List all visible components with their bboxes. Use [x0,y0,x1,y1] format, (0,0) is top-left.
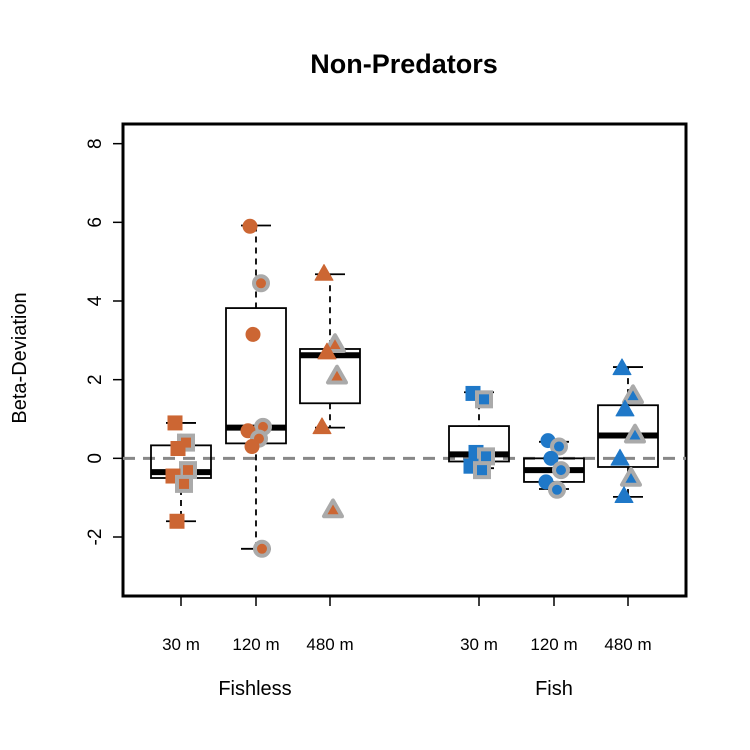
data-point-square [175,474,193,493]
chart-title: Non-Predators [310,49,498,79]
y-tick-label: 4 [85,295,106,306]
data-point-square [167,415,183,431]
x-tick-label: 30 m [162,635,200,654]
data-point-square [473,461,491,480]
y-tick-label: 0 [85,453,106,464]
x-tick-label: 30 m [460,635,498,654]
data-point-triangle [324,333,346,354]
data-point-circle [253,539,271,558]
y-tick-label: 6 [85,217,106,228]
data-point-circle [245,326,261,342]
data-point-triangle [620,467,642,487]
y-tick-label: -2 [85,529,106,546]
plot-area: -2 0 2 4 6 8 30 m 120 m 480 m 30 m 120 m 480 m [85,122,688,654]
data-point-triangle [326,364,348,385]
data-point-circle [548,480,566,499]
data-point-triangle [322,498,344,519]
data-point-circle [543,450,559,466]
y-tick-label: 2 [85,374,106,385]
x-tick-label: 120 m [232,635,279,654]
x-tick-label: 120 m [530,635,577,654]
data-point-triangle [612,358,632,376]
data-point-square [169,513,185,529]
data-point-circle [244,439,260,455]
data-point-triangle [312,417,332,435]
data-point-triangle [614,486,634,503]
data-point-circle [550,437,568,456]
y-tick-label: 8 [85,138,106,149]
data-point-triangle [622,384,644,405]
data-point-circle [242,218,258,234]
x-tick-label: 480 m [306,635,353,654]
data-point-square [170,441,186,456]
data-point-square [475,390,493,409]
y-axis-label: Beta-Deviation [9,292,31,423]
data-point-triangle [317,342,337,360]
data-point-triangle [314,263,334,281]
data-point-triangle [624,423,646,444]
data-point-circle [552,461,570,480]
data-point-triangle [615,399,635,417]
data-point-circle [252,274,270,293]
group-label-fish: Fish [535,678,573,700]
data-point-triangle [610,448,630,466]
x-tick-label: 480 m [604,635,651,654]
group-label-fishless: Fishless [218,678,291,700]
plot-frame [121,122,688,598]
